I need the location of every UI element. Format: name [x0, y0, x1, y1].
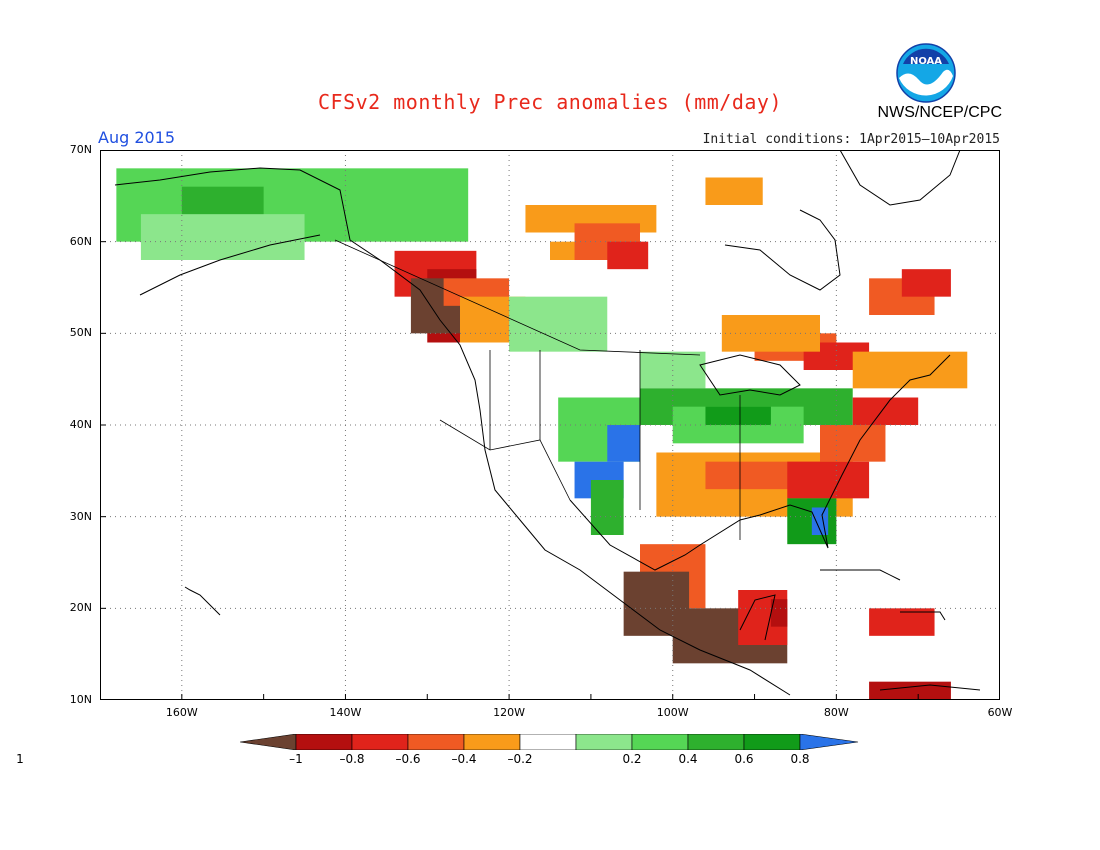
colorbar-segment	[240, 734, 297, 750]
colorbar-segment	[463, 734, 521, 750]
lat-label: 60N	[69, 234, 92, 248]
colorbar-label: –1	[289, 752, 303, 766]
colorbar-label: –0.6	[395, 752, 421, 766]
lat-label: 40N	[69, 418, 92, 431]
political-borders	[334, 239, 741, 540]
agency-label: NWS/NCEP/CPC	[877, 104, 1002, 121]
colorbar-segment	[743, 734, 801, 750]
anomaly-cell	[607, 425, 640, 462]
anomaly-cell	[705, 406, 771, 425]
noaa-logo: NOAA	[896, 43, 956, 103]
month-label: Aug 2015	[98, 128, 176, 147]
lon-label: 120W	[493, 706, 526, 719]
lat-label: 30N	[69, 509, 92, 523]
map-title: CFSv2 monthly Prec anomalies (mm/day)	[317, 90, 783, 114]
initial-conditions-label: Initial conditions: 1Apr2015–10Apr2015	[702, 132, 1000, 147]
anomaly-cell	[901, 269, 951, 297]
anomaly-cell	[869, 608, 935, 636]
colorbar-label: –0.2	[507, 752, 533, 766]
colorbar	[240, 734, 859, 750]
lat-label: 10N	[69, 693, 92, 706]
colorbar-segment	[631, 734, 689, 750]
anomaly-cell	[770, 599, 788, 627]
colorbar-label: –0.4	[451, 752, 477, 766]
colorbar-segment	[687, 734, 745, 750]
lat-lon-grid	[100, 150, 1000, 700]
colorbar-segment	[519, 734, 577, 750]
colorbar-label: 0.2	[622, 752, 642, 766]
colorbar-label: 0.8	[790, 752, 810, 766]
anomaly-cell	[607, 241, 649, 270]
lon-label: 60W	[987, 706, 1013, 719]
lat-label: 50N	[69, 326, 92, 340]
lon-label: 160W	[165, 706, 198, 719]
colorbar-label: 1	[16, 752, 24, 766]
anomaly-cell	[852, 351, 968, 389]
noaa-logo-text: NOAA	[910, 56, 942, 67]
colorbar-segment	[575, 734, 633, 750]
anomaly-cell	[787, 461, 870, 499]
lon-label: 80W	[823, 706, 849, 719]
coastlines	[114, 150, 981, 696]
precip-anomaly-map	[100, 150, 1000, 700]
lon-label: 100W	[656, 706, 689, 719]
colorbar-segment	[799, 734, 859, 750]
anomaly-cell	[787, 498, 837, 545]
anomaly-cell	[852, 397, 919, 425]
anomaly-cell	[820, 425, 886, 462]
colorbar-segment	[407, 734, 465, 750]
colorbar-segment	[295, 734, 353, 750]
anomaly-cell	[590, 480, 624, 535]
colorbar-label: 0.6	[734, 752, 754, 766]
anomaly-cell	[140, 214, 305, 260]
lat-label: 70N	[69, 143, 92, 156]
axis-ticks	[100, 150, 1000, 700]
colorbar-label: –0.8	[339, 752, 365, 766]
anomaly-cell	[509, 296, 608, 352]
anomaly-cell	[705, 177, 763, 205]
lat-label: 20N	[69, 601, 92, 615]
anomaly-cell	[869, 681, 951, 700]
lon-label: 140W	[329, 706, 362, 719]
colorbar-label: 0.4	[678, 752, 698, 766]
colorbar-segment	[351, 734, 409, 750]
